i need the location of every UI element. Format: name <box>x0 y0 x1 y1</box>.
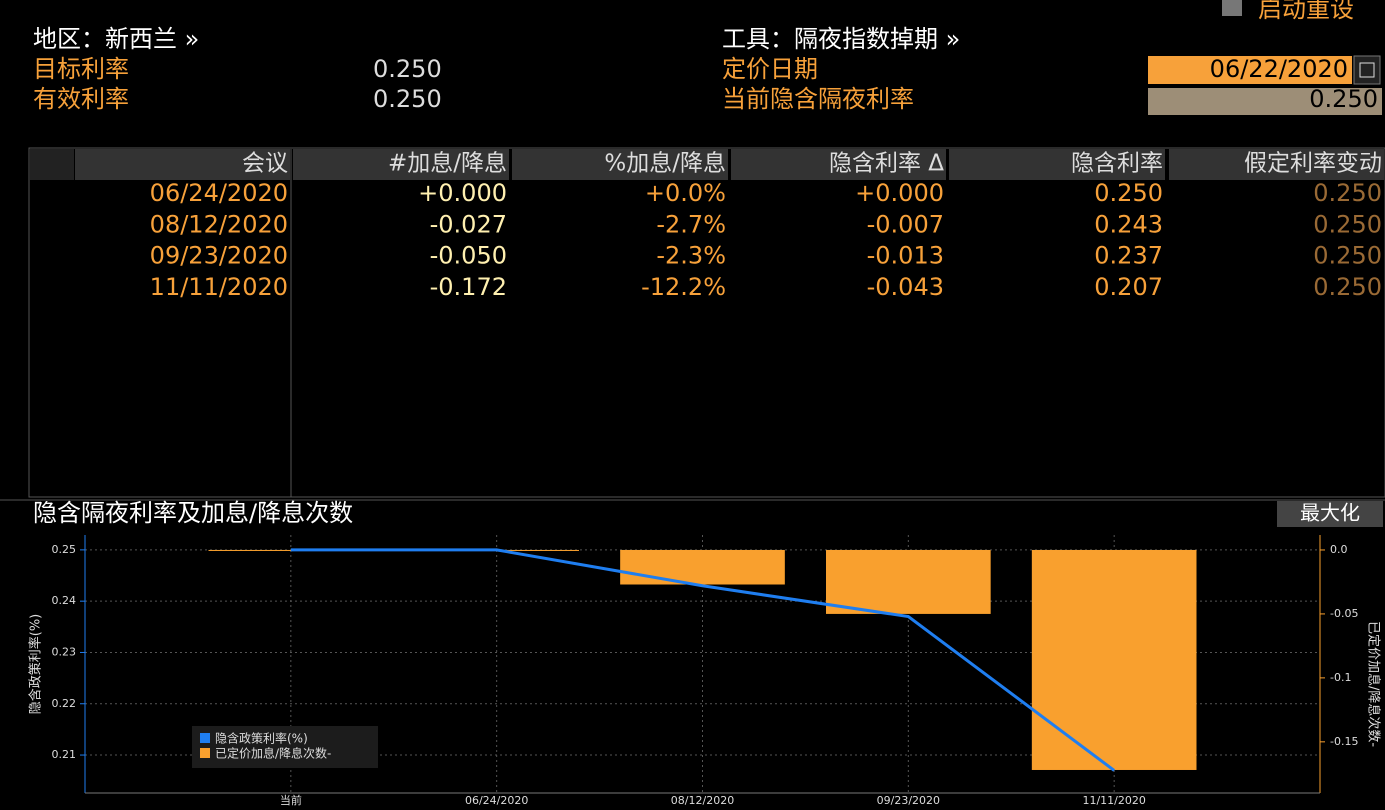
column-header-cell <box>75 149 290 180</box>
table-cell: -12.2% <box>641 273 726 301</box>
table-cell: -0.013 <box>867 242 944 270</box>
bar <box>826 549 991 614</box>
table-cell: -0.043 <box>867 273 944 301</box>
column-header: #加息/降息 <box>388 151 507 177</box>
rate-value: 0.250 <box>1309 85 1378 113</box>
tool[interactable]: 工具：隔夜指数掉期 » <box>722 25 960 53</box>
column-header-cell <box>1169 149 1384 180</box>
column-header: 会议 <box>242 151 288 177</box>
column-header: 隐含利率 <box>1071 151 1163 177</box>
table-cell: 08/12/2020 <box>150 210 288 238</box>
bar <box>1031 549 1197 770</box>
table-cell: 0.243 <box>1094 210 1163 238</box>
column-header: %加息/降息 <box>604 151 726 177</box>
field-value: 0.250 <box>373 85 442 113</box>
table-cell: 0.237 <box>1094 242 1163 270</box>
x-tick-label: 09/23/2020 <box>877 794 940 807</box>
y2-tick-label: -0.1 <box>1330 671 1351 684</box>
field-label: 当前隐含隔夜利率 <box>722 85 914 113</box>
x-tick-label: 08/12/2020 <box>671 794 734 807</box>
x-tick-label: 当前 <box>280 793 302 807</box>
y-tick-label: 0.22 <box>52 697 77 710</box>
column-header-cell <box>731 149 946 180</box>
legend-label: 已定价加息/降息次数- <box>215 746 331 761</box>
table-cell: 0.207 <box>1094 273 1163 301</box>
field-label: 定价日期 <box>722 55 818 83</box>
table-cell: -2.7% <box>656 210 726 238</box>
table-cell: 0.250 <box>1313 273 1382 301</box>
rate-box <box>1148 88 1382 115</box>
table-cell: -0.050 <box>430 242 507 270</box>
table-cell: -2.3% <box>656 242 726 270</box>
y-tick-label: 0.23 <box>52 645 77 658</box>
field-value: 0.250 <box>373 55 442 83</box>
table-cell: 0.250 <box>1313 210 1382 238</box>
legend <box>192 726 378 768</box>
legend-swatch <box>200 733 210 743</box>
bar <box>620 549 785 585</box>
field-label: 目标利率 <box>33 55 129 83</box>
legend-swatch <box>200 748 210 758</box>
calendar-icon <box>1359 62 1375 78</box>
calendar-button[interactable] <box>1353 55 1381 85</box>
table-cell: 0.250 <box>1094 179 1163 207</box>
table-cell: -0.007 <box>867 210 944 238</box>
table-cell: +0.000 <box>855 179 944 207</box>
y2-tick-label: 0.0 <box>1330 543 1348 556</box>
table-cell: 06/24/2020 <box>150 179 288 207</box>
column-header-cell <box>293 149 509 180</box>
column-header-cell <box>512 149 728 180</box>
y2-tick-label: -0.05 <box>1330 607 1358 620</box>
table-cell: 0.250 <box>1313 242 1382 270</box>
y-tick-label: 0.25 <box>52 543 77 556</box>
table-cell: -0.172 <box>430 273 507 301</box>
y-axis-label: 隐含政策利率(%) <box>28 614 44 715</box>
x-tick-label: 11/11/2020 <box>1082 794 1145 807</box>
table-corner <box>30 149 74 180</box>
field-label: 有效利率 <box>33 85 129 113</box>
x-tick-label: 06/24/2020 <box>465 794 528 807</box>
table-cell: 11/11/2020 <box>150 273 288 301</box>
y-tick-label: 0.24 <box>52 594 77 607</box>
table-cell: +0.0% <box>645 179 726 207</box>
maximize-label[interactable]: 最大化 <box>1300 501 1360 525</box>
line <box>290 548 1116 772</box>
date-value[interactable]: 06/22/2020 <box>1210 55 1348 83</box>
table-frame <box>28 147 1385 498</box>
table-cell: +0.000 <box>418 179 507 207</box>
reset-checkbox[interactable] <box>1222 0 1242 16</box>
chart-title: 隐含隔夜利率及加息/降息次数 <box>33 499 353 527</box>
legend-label: 隐含政策利率(%) <box>215 731 308 746</box>
table-cell: 0.250 <box>1313 179 1382 207</box>
reset-label[interactable]: 启动重设 <box>1258 0 1354 23</box>
date-input[interactable] <box>1148 56 1352 84</box>
y2-tick-label: -0.15 <box>1330 735 1358 748</box>
region[interactable]: 地区：新西兰 » <box>33 25 199 53</box>
y2-axis-label: 已定价加息/降息次数- <box>1366 621 1382 747</box>
y-tick-label: 0.21 <box>52 748 77 761</box>
table-cell: 09/23/2020 <box>150 242 288 270</box>
table-cell: -0.027 <box>430 210 507 238</box>
column-header: 假定利率变动 <box>1244 151 1382 177</box>
column-header-cell <box>949 149 1165 180</box>
column-header: 隐含利率 Δ <box>829 151 944 177</box>
maximize-button[interactable] <box>1277 501 1383 527</box>
